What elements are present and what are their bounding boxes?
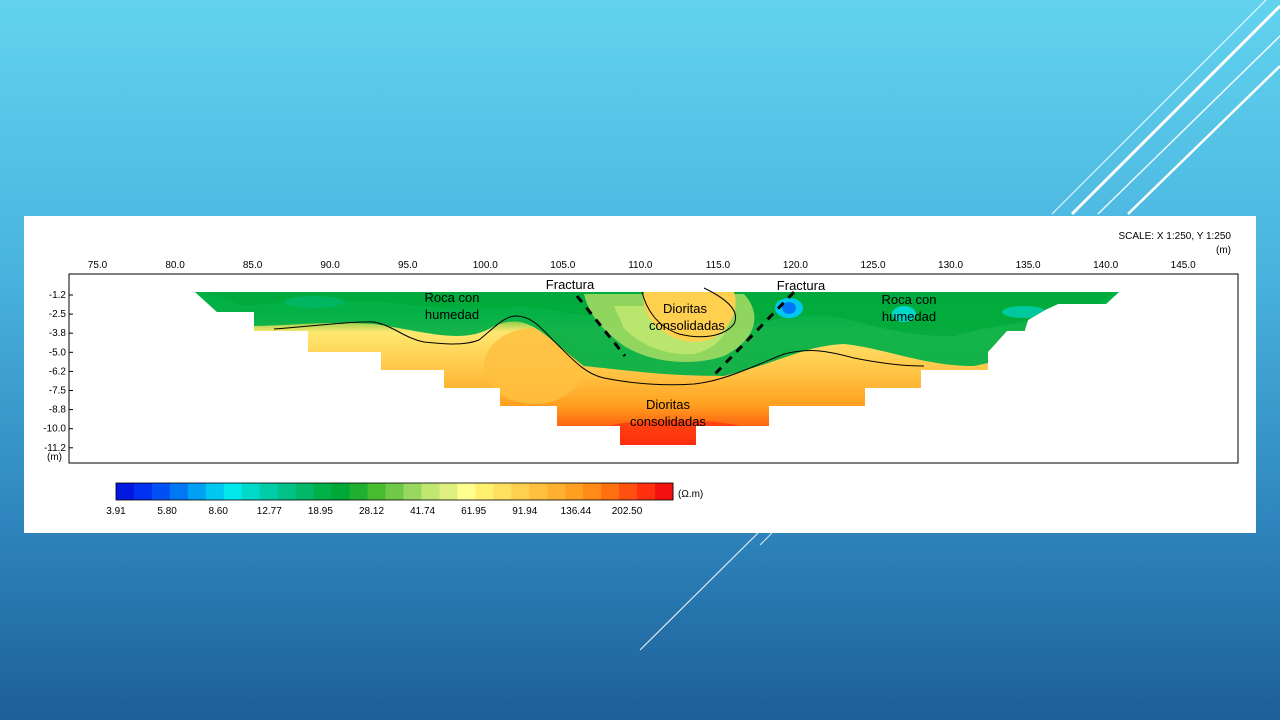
resistivity-section: [195, 292, 1119, 445]
colorbar-label: 3.91: [106, 506, 126, 517]
colorbar-swatch: [313, 483, 333, 500]
x-tick-label: 145.0: [1171, 260, 1196, 271]
colorbar-swatch: [169, 483, 189, 500]
colorbar-swatch: [331, 483, 351, 500]
colorbar-label: 28.12: [359, 506, 384, 517]
colorbar-swatch: [421, 483, 440, 500]
x-axis-ticks: 75.0 80.0 85.0 90.0 95.0 100.0 105.0 110.0 115.0…: [88, 260, 1196, 271]
annotation-roca-right-1: Roca con: [882, 292, 937, 307]
y-tick-label: -8.8: [49, 405, 67, 416]
lithology-boundary-line: [273, 315, 925, 386]
colorbar-swatch: [205, 483, 225, 500]
colorbar-label: 5.80: [157, 506, 177, 517]
colorbar-swatch: [583, 483, 602, 500]
x-tick-label: 90.0: [320, 260, 340, 271]
colorbar-swatch: [475, 483, 494, 500]
colorbar-swatch: [565, 483, 584, 500]
colorbar-swatch: [116, 483, 135, 500]
upper-diorite-outline: [641, 287, 736, 338]
colorbar: [115, 482, 674, 501]
y-tick-label: -3.8: [49, 328, 67, 339]
x-tick-label: 125.0: [860, 260, 885, 271]
x-tick-label: 115.0: [706, 260, 731, 271]
x-tick-label: 85.0: [243, 260, 263, 271]
annotation-roca-left-1: Roca con: [425, 290, 480, 305]
colorbar-swatch: [295, 483, 315, 500]
colorbar-label: 41.74: [410, 506, 435, 517]
colorbar-label: 18.95: [308, 506, 333, 517]
colorbar-swatch: [601, 483, 620, 500]
annotation-roca-right-2: humedad: [882, 309, 936, 324]
y-tick-label: -1.2: [49, 290, 67, 301]
annotation-dioritas-bottom-2: consolidadas: [630, 414, 706, 429]
colorbar-swatch: [619, 483, 638, 500]
colorbar-unit: (Ω.m): [678, 489, 703, 500]
fracture-left-line: [575, 295, 627, 357]
colorbar-swatch: [439, 483, 458, 500]
y-tick-label: -2.5: [49, 309, 67, 320]
y-tick-label: -7.5: [49, 386, 67, 397]
annotation-dioritas-top-1: Dioritas: [663, 301, 708, 316]
y-tick-label: -10.0: [43, 424, 66, 435]
y-tick-label: -11.2: [44, 443, 66, 454]
colorbar-swatch: [637, 483, 656, 500]
x-unit-label: (m): [1216, 245, 1231, 256]
colorbar-label: 136.44: [561, 506, 592, 517]
annotation-fractura-right: Fractura: [777, 278, 826, 293]
y-unit-label: (m): [47, 452, 62, 463]
x-tick-label: 140.0: [1093, 260, 1118, 271]
x-tick-label: 135.0: [1016, 260, 1041, 271]
plot-frame: [68, 273, 1239, 464]
x-tick-label: 110.0: [628, 260, 653, 271]
colorbar-swatch: [367, 483, 387, 500]
x-tick-label: 105.0: [550, 260, 575, 271]
x-tick-label: 75.0: [88, 260, 108, 271]
colorbar-swatch: [457, 483, 476, 500]
colorbar-swatch: [259, 483, 279, 500]
colorbar-swatch: [151, 483, 171, 500]
scale-label: SCALE: X 1:250, Y 1:250: [1119, 231, 1232, 242]
colorbar-labels: 3.91 5.80 8.60 12.77 18.95 28.12 41.74 61.95 91.…: [106, 506, 642, 517]
colorbar-label: 91.94: [512, 506, 537, 517]
colorbar-swatch: [511, 483, 530, 500]
annotation-fractura-left: Fractura: [546, 277, 595, 292]
x-tick-label: 100.0: [473, 260, 498, 271]
x-tick-label: 80.0: [165, 260, 185, 271]
colorbar-swatch: [241, 483, 261, 500]
colorbar-frame: [115, 482, 674, 501]
fracture-right-line: [713, 290, 796, 376]
annotation-dioritas-bottom-1: Dioritas: [646, 397, 691, 412]
resistivity-section-panel: SCALE: X 1:250, Y 1:250 (m) 75.0 80.0 85.0…: [24, 216, 1256, 533]
annotation-dioritas-top-2: consolidadas: [649, 318, 725, 333]
colorbar-swatch: [529, 483, 548, 500]
colorbar-swatch: [493, 483, 512, 500]
y-axis-ticks: -1.2 -2.5 -3.8 -5.0 -6.2 -7.5 -8.8 -10.0 -11.2: [43, 290, 66, 454]
y-tick-label: -5.0: [49, 347, 67, 358]
annotation-roca-left-2: humedad: [425, 307, 479, 322]
y-axis-tick-marks: [69, 294, 73, 449]
colorbar-swatch: [547, 483, 566, 500]
colorbar-swatch: [133, 483, 153, 500]
colorbar-label: 8.60: [208, 506, 228, 517]
colorbar-swatch: [277, 483, 297, 500]
y-tick-label: -6.2: [49, 366, 67, 377]
colorbar-label: 61.95: [461, 506, 486, 517]
colorbar-swatch: [223, 483, 243, 500]
colorbar-swatch: [187, 483, 207, 500]
colorbar-swatch: [403, 483, 422, 500]
colorbar-label: 12.77: [257, 506, 282, 517]
colorbar-swatch: [349, 483, 369, 500]
x-tick-label: 95.0: [398, 260, 418, 271]
colorbar-label: 202.50: [612, 506, 643, 517]
colorbar-swatch: [655, 483, 674, 500]
colorbar-swatch: [385, 483, 404, 500]
x-tick-label: 120.0: [783, 260, 808, 271]
x-tick-label: 130.0: [938, 260, 963, 271]
